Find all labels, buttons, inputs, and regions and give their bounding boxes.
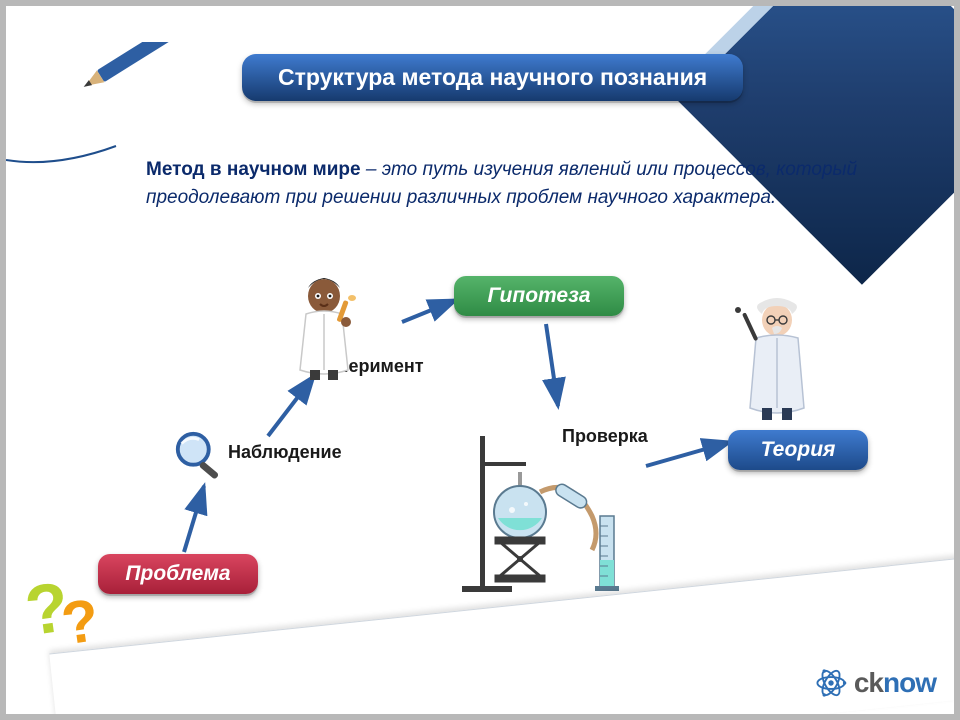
description-text: Метод в научном мире – это путь изучения… xyxy=(146,156,886,211)
slide: Структура метода научного познания Метод… xyxy=(6,6,954,714)
atom-icon xyxy=(814,666,848,700)
apparatus-icon xyxy=(442,426,642,606)
scientist-old-icon xyxy=(732,296,822,426)
brand-now: now xyxy=(883,667,936,698)
label-observation: Наблюдение xyxy=(228,442,342,463)
scientist-cartoon-icon xyxy=(286,274,372,384)
brand-text: cknow xyxy=(854,667,936,699)
footer-logo: cknow xyxy=(814,666,936,700)
title-banner: Структура метода научного познания xyxy=(242,54,743,101)
description-lead: Метод в научном мире xyxy=(146,159,361,180)
node-theory: Теория xyxy=(728,430,868,470)
node-hypothesis: Гипотеза xyxy=(454,276,624,316)
brand-ck: ck xyxy=(854,667,883,698)
corner-decoration xyxy=(668,6,954,285)
magnifier-icon xyxy=(172,428,230,486)
pencil-icon xyxy=(6,42,176,172)
node-problem: Проблема xyxy=(98,554,258,594)
